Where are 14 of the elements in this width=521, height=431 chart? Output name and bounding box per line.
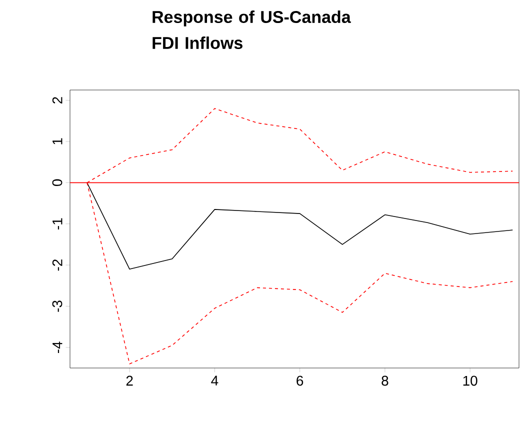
x-tick-label: 10 bbox=[463, 376, 478, 386]
y-tick-label: 0 bbox=[52, 179, 62, 186]
x-tick-label: 8 bbox=[382, 376, 388, 386]
x-tick-label: 2 bbox=[126, 376, 133, 386]
y-tick-label: -2 bbox=[52, 260, 62, 271]
chart-title: Response of US-Canada FDI Inflows bbox=[152, 10, 351, 50]
y-tick-label: -3 bbox=[52, 300, 62, 312]
line-series bbox=[86, 182, 514, 270]
y-tick-label: -4 bbox=[52, 342, 62, 354]
y-tick-label: 1 bbox=[52, 138, 62, 144]
x-tick-label: 4 bbox=[211, 376, 218, 386]
y-tick-label: 2 bbox=[52, 97, 62, 104]
x-tick-label: 6 bbox=[296, 376, 304, 386]
y-tick-label: -1 bbox=[52, 218, 62, 230]
